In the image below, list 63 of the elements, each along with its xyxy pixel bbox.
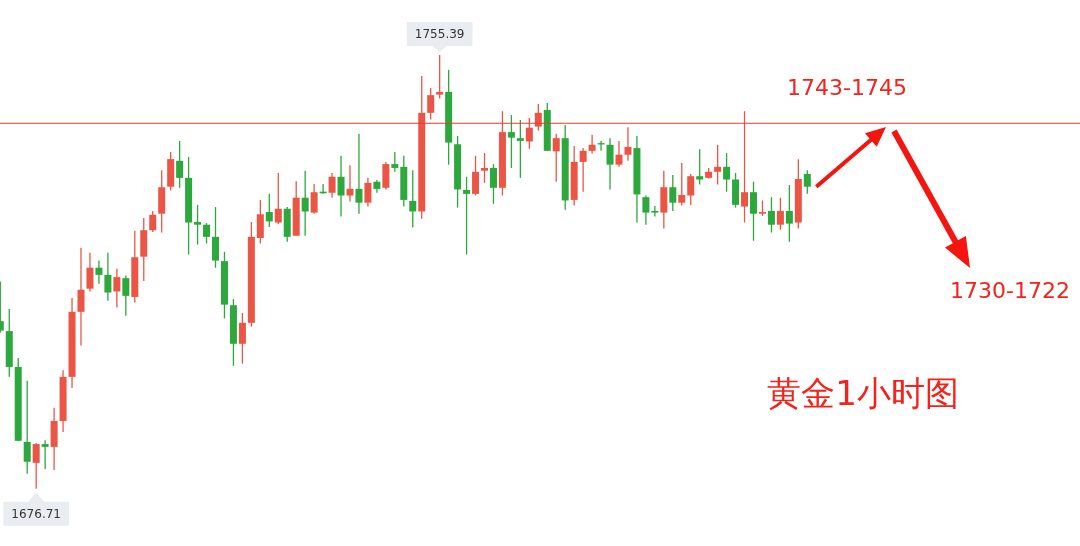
candlestick bbox=[803, 169, 811, 195]
candlestick bbox=[41, 439, 49, 470]
candlestick bbox=[741, 110, 749, 224]
candlestick bbox=[409, 169, 417, 229]
candlestick bbox=[238, 312, 246, 365]
candlestick bbox=[669, 174, 677, 212]
candlestick bbox=[346, 164, 354, 203]
candlestick bbox=[265, 193, 273, 228]
candlestick bbox=[194, 204, 202, 246]
candlestick bbox=[463, 176, 471, 256]
candlestick bbox=[310, 183, 318, 215]
candlestick bbox=[507, 114, 515, 169]
candlestick bbox=[32, 442, 40, 490]
candlestick bbox=[203, 222, 211, 245]
text: 1730-1722 bbox=[950, 278, 1070, 303]
candlestick bbox=[534, 103, 542, 132]
candlestick bbox=[391, 151, 399, 173]
candlestick bbox=[588, 134, 596, 155]
candlestick bbox=[23, 380, 31, 475]
candlestick bbox=[86, 252, 94, 293]
annotation: 1676.71 bbox=[11, 506, 61, 521]
candlestick bbox=[149, 210, 157, 233]
candlestick bbox=[95, 259, 103, 285]
candlestick bbox=[579, 147, 587, 193]
candlestick bbox=[489, 163, 497, 205]
candlestick bbox=[274, 172, 282, 225]
annotation: 1743-1745 bbox=[787, 75, 907, 100]
candlestick bbox=[382, 161, 390, 191]
candlestick bbox=[77, 247, 85, 347]
candlestick bbox=[678, 162, 686, 207]
candlestick bbox=[750, 181, 757, 242]
candlestick bbox=[355, 133, 363, 215]
candlestick bbox=[552, 133, 560, 183]
annotation: 1755.39 bbox=[414, 27, 465, 41]
candlestick bbox=[615, 140, 623, 168]
candlestick bbox=[516, 119, 524, 179]
candlestick bbox=[624, 126, 632, 162]
candlestick bbox=[651, 205, 659, 218]
candlestick bbox=[328, 172, 336, 199]
candlestick bbox=[104, 252, 112, 302]
candlestick bbox=[122, 274, 130, 317]
candlestick bbox=[714, 144, 722, 186]
candlestick bbox=[337, 155, 345, 218]
candlestick bbox=[113, 268, 121, 309]
candlestick bbox=[472, 155, 480, 197]
candlestick bbox=[525, 117, 533, 150]
candlestick bbox=[696, 148, 704, 186]
candlestick bbox=[256, 199, 264, 245]
candlestick bbox=[776, 197, 784, 231]
candlestick bbox=[606, 137, 614, 191]
candlestick bbox=[642, 194, 650, 226]
candlestick bbox=[427, 87, 435, 121]
candlestick bbox=[481, 152, 488, 184]
candlestick bbox=[176, 140, 184, 189]
annotation: 黄金1小时图 bbox=[767, 373, 959, 413]
candlestick bbox=[767, 196, 775, 234]
candlestick bbox=[436, 54, 444, 100]
candlestick bbox=[723, 152, 731, 193]
candlestick bbox=[785, 184, 793, 243]
candlestick bbox=[687, 173, 695, 206]
candlestick bbox=[301, 170, 309, 237]
candlestick bbox=[364, 177, 372, 208]
candlestick bbox=[212, 206, 219, 269]
